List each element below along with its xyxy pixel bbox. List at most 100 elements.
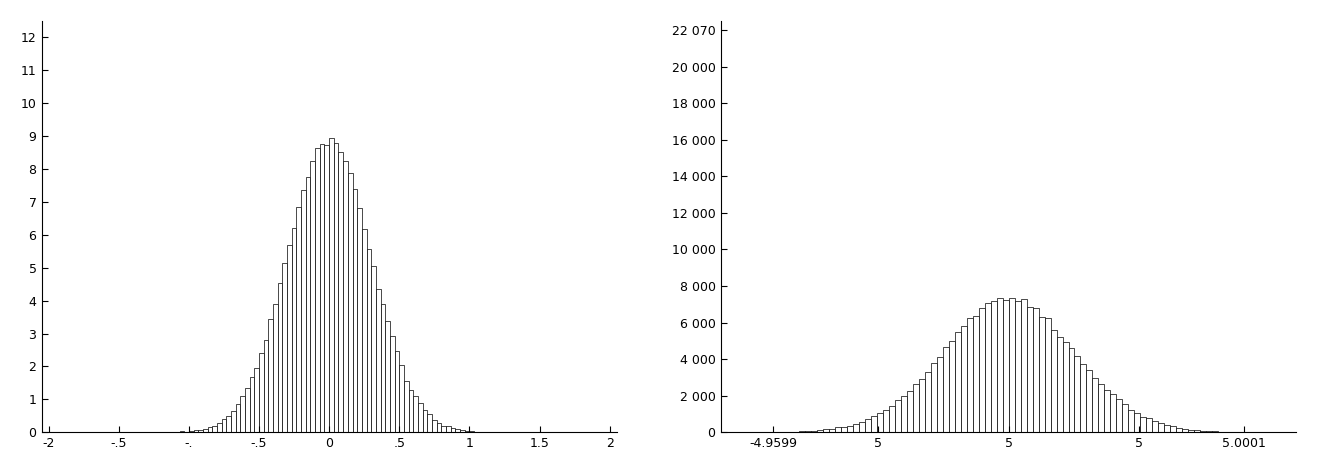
Bar (990, 301, 997, 432)
Bar (296, 207, 302, 432)
Bar (423, 410, 427, 432)
Bar (353, 189, 357, 432)
Bar (882, 410, 889, 432)
Bar (1122, 404, 1129, 432)
Bar (417, 403, 423, 432)
Bar (1195, 430, 1200, 432)
Bar (245, 388, 250, 432)
Bar (973, 316, 979, 432)
Bar (230, 411, 236, 432)
Bar (1014, 301, 1021, 432)
Bar (404, 381, 408, 432)
Bar (1141, 417, 1146, 432)
Bar (371, 266, 375, 432)
Bar (344, 161, 348, 432)
Bar (1026, 307, 1033, 432)
Bar (194, 430, 199, 432)
Bar (1063, 341, 1068, 432)
Bar (456, 429, 460, 432)
Bar (1039, 317, 1044, 432)
Bar (324, 145, 329, 432)
Bar (315, 148, 320, 432)
Bar (913, 384, 919, 432)
Bar (306, 177, 311, 432)
Bar (1009, 298, 1014, 432)
Bar (1080, 364, 1087, 432)
Bar (366, 249, 371, 432)
Bar (188, 431, 194, 432)
Bar (1093, 378, 1098, 432)
Bar (1075, 356, 1080, 432)
Bar (931, 363, 936, 432)
Bar (362, 228, 366, 432)
Bar (835, 427, 840, 432)
Bar (460, 430, 465, 432)
Bar (348, 173, 353, 432)
Bar (1171, 426, 1176, 432)
Bar (199, 430, 203, 432)
Bar (1098, 384, 1105, 432)
Bar (408, 390, 414, 432)
Bar (1087, 370, 1093, 432)
Bar (292, 228, 296, 432)
Bar (1110, 394, 1117, 432)
Bar (847, 425, 853, 432)
Bar (1164, 425, 1171, 432)
Bar (901, 396, 906, 432)
Bar (446, 426, 450, 432)
Bar (236, 405, 240, 432)
Bar (943, 348, 948, 432)
Bar (1159, 423, 1164, 432)
Bar (273, 304, 278, 432)
Bar (450, 429, 456, 432)
Bar (437, 423, 441, 432)
Bar (859, 422, 865, 432)
Bar (960, 326, 967, 432)
Bar (320, 144, 324, 432)
Bar (287, 245, 292, 432)
Bar (1200, 431, 1206, 432)
Bar (925, 372, 931, 432)
Bar (221, 419, 227, 432)
Bar (955, 332, 960, 432)
Bar (333, 143, 338, 432)
Bar (263, 340, 269, 432)
Bar (203, 429, 208, 432)
Bar (894, 400, 901, 432)
Bar (282, 263, 287, 432)
Bar (1188, 430, 1195, 432)
Bar (432, 420, 437, 432)
Bar (465, 431, 469, 432)
Bar (936, 357, 943, 432)
Bar (414, 396, 417, 432)
Bar (1152, 421, 1159, 432)
Bar (259, 353, 263, 432)
Bar (906, 391, 913, 432)
Bar (979, 308, 985, 432)
Bar (985, 303, 990, 432)
Bar (1183, 429, 1188, 432)
Bar (871, 416, 877, 432)
Bar (399, 365, 404, 432)
Bar (427, 414, 432, 432)
Bar (441, 426, 446, 432)
Bar (948, 341, 955, 432)
Bar (817, 430, 823, 432)
Bar (1105, 390, 1110, 432)
Bar (302, 190, 306, 432)
Bar (889, 406, 894, 432)
Bar (250, 377, 254, 432)
Bar (823, 429, 828, 432)
Bar (805, 431, 811, 432)
Bar (184, 431, 188, 432)
Bar (1146, 418, 1152, 432)
Bar (997, 299, 1002, 432)
Bar (1129, 410, 1134, 432)
Bar (1134, 413, 1141, 432)
Bar (811, 430, 817, 432)
Bar (227, 416, 230, 432)
Bar (208, 427, 212, 432)
Bar (179, 431, 184, 432)
Bar (395, 351, 399, 432)
Bar (919, 379, 925, 432)
